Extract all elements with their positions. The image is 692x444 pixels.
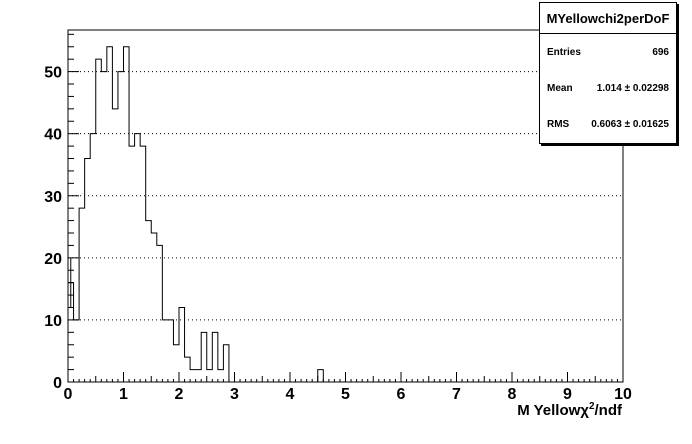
y-axis-ticks: 0 10 20 30 40 50 <box>44 33 79 392</box>
stats-label: RMS <box>547 118 570 130</box>
y-tick-label: 0 <box>53 375 62 392</box>
y-tick-label: 40 <box>44 127 62 144</box>
x-axis-title: M Yellowχ2/ndf <box>517 401 623 419</box>
stats-row-rms: RMS 0.6063 ± 0.01625 <box>540 106 676 142</box>
x-tick-label: 4 <box>286 386 295 403</box>
stats-title: MYellowchi2perDoF <box>540 3 676 34</box>
stats-row-mean: Mean 1.014 ± 0.02298 <box>540 70 676 106</box>
x-axis-ticks: 0 1 2 3 4 5 6 7 8 9 10 <box>64 372 632 403</box>
y-tick-label: 20 <box>44 251 62 268</box>
stats-value: 0.6063 ± 0.01625 <box>591 118 669 130</box>
stats-value: 1.014 ± 0.02298 <box>596 82 669 94</box>
x-tick-label: 2 <box>175 386 184 403</box>
x-tick-label: 10 <box>614 386 632 403</box>
grid-lines <box>68 71 623 321</box>
x-tick-label: 1 <box>119 386 128 403</box>
x-tick-label: 7 <box>452 386 461 403</box>
x-tick-label: 6 <box>397 386 406 403</box>
stats-box: MYellowchi2perDoF Entries 696 Mean 1.014… <box>539 2 677 144</box>
x-tick-label: 0 <box>64 386 73 403</box>
x-tick-label: 3 <box>230 386 239 403</box>
stats-value: 696 <box>652 46 669 58</box>
y-tick-label: 10 <box>44 313 62 330</box>
x-tick-label: 5 <box>341 386 350 403</box>
stats-label: Entries <box>547 46 581 58</box>
x-tick-label: 8 <box>508 386 517 403</box>
x-tick-label: 9 <box>563 386 572 403</box>
y-tick-label: 30 <box>44 189 62 206</box>
stats-row-entries: Entries 696 <box>540 34 676 70</box>
stats-label: Mean <box>547 82 573 94</box>
y-tick-label: 50 <box>44 65 62 82</box>
